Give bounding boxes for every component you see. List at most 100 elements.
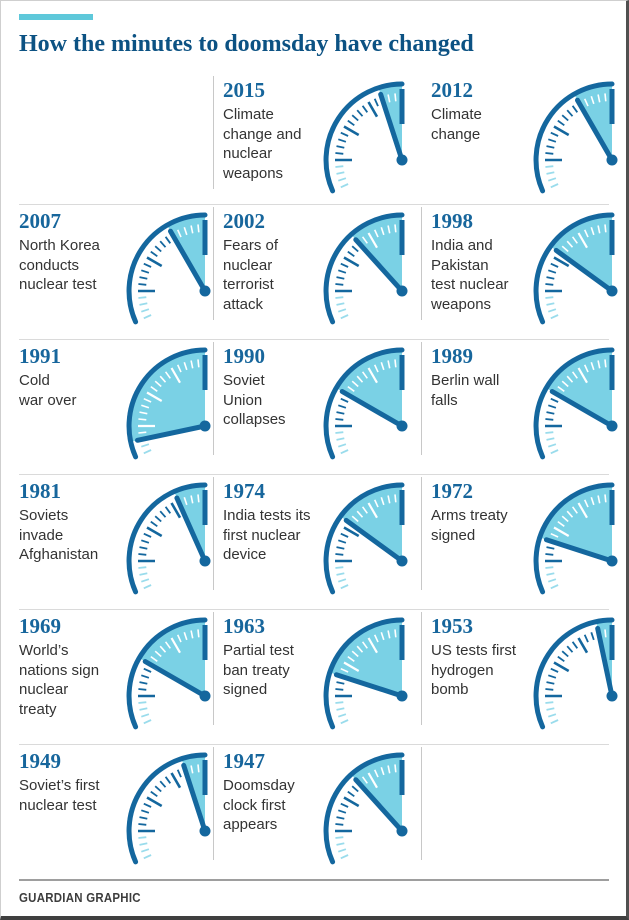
year-label: 1972 [431,479,473,503]
event-text-block: 2002 Fears of nuclear terrorist attack [223,204,314,339]
credit-label: GUARDIAN GRAPHIC [19,890,141,905]
year-label: 1990 [223,344,265,368]
clock-cell: 1989 Berlin wall falls [421,339,620,474]
doomsday-clock-icon [314,477,410,609]
doomsday-clock-icon [117,342,213,474]
event-text-block: 1972 Arms treaty signed [431,474,524,609]
event-text-block: 1947 Doomsday clock first appears [223,744,314,879]
event-description: Cold war over [19,372,77,409]
year-label: 1991 [19,344,61,368]
doomsday-clock-icon [117,747,213,879]
event-text-block: 1969 World’s nations sign nuclear treaty [19,609,117,744]
event-description: Soviet Union collapses [223,372,286,428]
clock-cell: 1953 US tests first hydrogen bomb [421,609,620,744]
clock-cell: 1974 India tests its first nuclear device [213,474,421,609]
accent-bar [19,14,93,20]
clock-cell: 1963 Partial test ban treaty signed [213,609,421,744]
clock-cell: 2007 North Korea conducts nuclear test [19,204,213,339]
event-description: Berlin wall falls [431,372,500,409]
clock-cell: 1969 World’s nations sign nuclear treaty [19,609,213,744]
column-divider [421,342,422,455]
event-description: North Korea conducts nuclear test [19,237,100,293]
clock-cell: 1972 Arms treaty signed [421,474,620,609]
event-description: Doomsday clock first appears [223,777,295,833]
year-label: 1949 [19,749,61,773]
year-label: 2012 [431,78,473,102]
clock-row: 1981 Soviets invade Afghanistan 1974 India te… [19,474,626,609]
clock-grid: 2015 Climate change and nuclear weapons 2012 C… [19,73,626,879]
column-divider [213,76,214,189]
event-text-block: 2015 Climate change and nuclear weapons [223,73,314,204]
doomsday-clock-icon [314,342,410,474]
doomsday-clock-icon [524,207,620,339]
column-divider [421,612,422,725]
event-text-block: 1990 Soviet Union collapses [223,339,314,474]
column-divider [213,207,214,320]
column-divider [213,747,214,860]
event-text-block: 1949 Soviet’s first nuclear test [19,744,117,879]
clock-cell: 2012 Climate change [421,73,620,204]
event-description: India and Pakistan test nuclear weapons [431,237,509,313]
clock-row: 1991 Cold war over 1990 Soviet Union collapses… [19,339,626,474]
year-label: 1963 [223,614,265,638]
event-description: India tests its first nuclear device [223,507,311,563]
column-divider [213,477,214,590]
doomsday-clock-icon [524,612,620,744]
column-divider [213,612,214,725]
footer: GUARDIAN GRAPHIC [19,879,626,907]
year-label: 1974 [223,479,265,503]
empty-cell [421,744,620,879]
event-description: World’s nations sign nuclear treaty [19,642,100,718]
event-description: Climate change and nuclear weapons [223,106,302,182]
clock-cell: 1990 Soviet Union collapses [213,339,421,474]
year-label: 1969 [19,614,61,638]
doomsday-clock-icon [314,612,410,744]
column-divider [421,747,422,860]
year-label: 2002 [223,209,265,233]
clock-cell: 2002 Fears of nuclear terrorist attack [213,204,421,339]
infographic-content: How the minutes to doomsday have changed… [1,14,626,879]
clock-cell: 1947 Doomsday clock first appears [213,744,421,879]
doomsday-clock-icon [524,342,620,474]
column-divider [213,342,214,455]
event-text-block: 1989 Berlin wall falls [431,339,524,474]
year-label: 1981 [19,479,61,503]
empty-cell [19,73,213,204]
doomsday-clock-icon [314,76,410,204]
year-label: 2007 [19,209,61,233]
event-text-block: 1974 India tests its first nuclear device [223,474,314,609]
event-text-block: 1953 US tests first hydrogen bomb [431,609,524,744]
clock-cell: 1998 India and Pakistan test nuclear weapons [421,204,620,339]
doomsday-clock-icon [314,747,410,879]
doomsday-clock-icon [524,477,620,609]
doomsday-clock-icon [117,477,213,609]
event-description: Soviets invade Afghanistan [19,507,99,563]
clock-row: 2015 Climate change and nuclear weapons 2012 C… [19,73,626,204]
year-label: 1953 [431,614,473,638]
clock-cell: 2015 Climate change and nuclear weapons [213,73,421,204]
column-divider [421,207,422,320]
event-description: Fears of nuclear terrorist attack [223,237,279,313]
event-description: Arms treaty signed [431,507,508,544]
event-text-block: 1981 Soviets invade Afghanistan [19,474,117,609]
event-description: Soviet’s first nuclear test [19,777,100,814]
clock-cell: 1981 Soviets invade Afghanistan [19,474,213,609]
year-label: 2015 [223,78,265,102]
year-label: 1947 [223,749,265,773]
clock-row: 1949 Soviet’s first nuclear test 1947 Doomsd… [19,744,626,879]
clock-cell: 1949 Soviet’s first nuclear test [19,744,213,879]
event-description: Climate change [431,106,482,143]
event-description: US tests first hydrogen bomb [431,642,517,698]
year-label: 1998 [431,209,473,233]
doomsday-clock-icon [117,207,213,339]
clock-row: 1969 World’s nations sign nuclear treaty 1963… [19,609,626,744]
clock-row: 2007 North Korea conducts nuclear test 2002 F… [19,204,626,339]
event-text-block: 1991 Cold war over [19,339,117,474]
doomsday-clock-icon [117,612,213,744]
event-description: Partial test ban treaty signed [223,642,294,698]
column-divider [421,477,422,590]
year-label: 1989 [431,344,473,368]
doomsday-clock-icon [314,207,410,339]
event-text-block: 2007 North Korea conducts nuclear test [19,204,117,339]
